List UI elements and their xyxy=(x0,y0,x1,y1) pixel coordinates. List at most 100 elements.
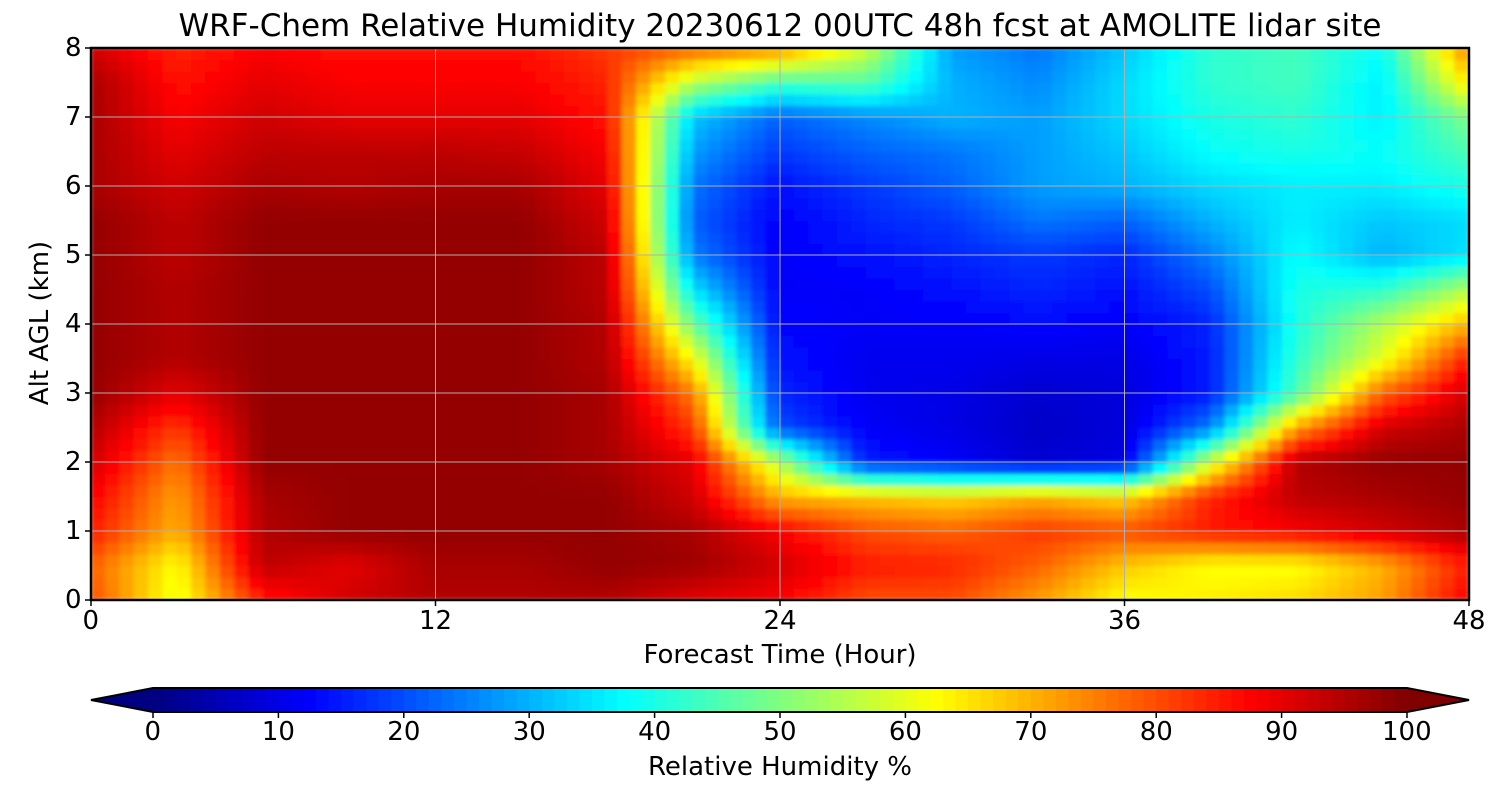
colorbar-swatch xyxy=(955,688,969,712)
colorbar-swatch xyxy=(917,688,932,712)
heatmap-cell xyxy=(951,450,968,463)
heatmap-cell xyxy=(1267,530,1283,543)
heatmap-cell xyxy=(205,438,221,451)
heatmap-cell xyxy=(1324,530,1341,543)
heatmap-cell xyxy=(923,565,939,578)
heatmap-cell xyxy=(190,519,207,532)
heatmap-cell xyxy=(564,542,580,555)
heatmap-cell xyxy=(1066,507,1082,520)
heatmap-cell xyxy=(219,450,236,463)
heatmap-cell xyxy=(1382,438,1398,451)
heatmap-cell xyxy=(894,588,910,600)
heatmap-cell xyxy=(879,565,896,578)
heatmap-cell xyxy=(1396,553,1413,566)
heatmap-cell xyxy=(1310,553,1326,566)
heatmap-cell xyxy=(793,438,810,451)
heatmap-cell xyxy=(1353,553,1370,566)
heatmap-cell xyxy=(635,496,652,509)
heatmap-cell xyxy=(1052,496,1068,509)
heatmap-cell xyxy=(1052,553,1068,566)
heatmap-cell xyxy=(980,565,996,578)
heatmap-cell xyxy=(1095,484,1111,497)
heatmap-cell xyxy=(420,427,436,440)
heatmap-cell xyxy=(836,530,853,543)
heatmap-cell xyxy=(1382,530,1398,543)
heatmap-cell xyxy=(1396,461,1413,474)
heatmap-cell xyxy=(1052,461,1068,474)
heatmap-cell xyxy=(406,576,422,589)
heatmap-cell xyxy=(119,496,135,509)
heatmap-cell xyxy=(147,473,164,486)
heatmap-cell xyxy=(147,588,164,600)
heatmap-cell xyxy=(650,576,666,589)
heatmap-cell xyxy=(1267,553,1283,566)
heatmap-cell xyxy=(908,438,925,451)
heatmap-cell xyxy=(1210,576,1226,589)
heatmap-cell xyxy=(937,588,953,600)
heatmap-cell xyxy=(1454,519,1469,532)
heatmap-cell xyxy=(1037,461,1054,474)
heatmap-cell xyxy=(549,519,566,532)
heatmap-cell xyxy=(435,519,451,532)
heatmap-cell xyxy=(765,484,781,497)
heatmap-cell xyxy=(1009,450,1025,463)
heatmap-cell xyxy=(176,461,192,474)
heatmap-cell xyxy=(1425,461,1441,474)
heatmap-cell xyxy=(219,438,236,451)
heatmap-cell xyxy=(750,519,767,532)
heatmap-cell xyxy=(1238,519,1255,532)
heatmap-cell xyxy=(205,519,221,532)
heatmap-cell xyxy=(621,438,637,451)
heatmap-cell xyxy=(1296,542,1312,555)
heatmap-cell xyxy=(334,576,350,589)
colorbar-swatch xyxy=(504,688,518,712)
heatmap-cell xyxy=(1296,450,1312,463)
heatmap-cell xyxy=(765,496,781,509)
heatmap-cell xyxy=(578,473,594,486)
heatmap-cell xyxy=(1253,588,1269,600)
heatmap-cell xyxy=(937,484,953,497)
heatmap-cell xyxy=(506,565,523,578)
heatmap-cell xyxy=(1267,496,1283,509)
heatmap-cell xyxy=(1167,519,1183,532)
heatmap-cell xyxy=(1195,507,1212,520)
colorbar-swatch xyxy=(178,688,192,712)
heatmap-cell xyxy=(391,450,408,463)
heatmap-cell xyxy=(320,427,336,440)
heatmap-cell xyxy=(822,484,838,497)
heatmap-cell xyxy=(162,427,178,440)
heatmap-cell xyxy=(363,484,379,497)
heatmap-cell xyxy=(406,530,422,543)
heatmap-cell xyxy=(1095,461,1111,474)
heatmap-cell xyxy=(391,484,408,497)
heatmap-cell xyxy=(1152,461,1169,474)
heatmap-cell xyxy=(980,473,996,486)
heatmap-cell xyxy=(966,438,982,451)
heatmap-cell xyxy=(679,530,695,543)
heatmap-cell xyxy=(147,484,164,497)
heatmap-cell xyxy=(248,484,264,497)
heatmap-cell xyxy=(1152,565,1169,578)
colorbar-swatch xyxy=(1168,688,1182,712)
heatmap-cell xyxy=(650,473,666,486)
heatmap-cell xyxy=(1224,461,1240,474)
heatmap-cell xyxy=(162,484,178,497)
heatmap-cell xyxy=(808,473,824,486)
heatmap-cell xyxy=(248,576,264,589)
heatmap-cell xyxy=(1382,461,1398,474)
heatmap-cell xyxy=(420,576,436,589)
heatmap-cell xyxy=(521,576,537,589)
heatmap-cell xyxy=(836,553,853,566)
heatmap-cell xyxy=(363,427,379,440)
colorbar-swatch xyxy=(1319,688,1333,712)
heatmap-cell xyxy=(779,519,795,532)
heatmap-cell xyxy=(564,553,580,566)
heatmap-cell xyxy=(1253,496,1269,509)
y-tick-label: 5 xyxy=(65,240,82,270)
heatmap-cell xyxy=(1281,507,1298,520)
heatmap-cell xyxy=(248,565,264,578)
heatmap-cell xyxy=(1052,473,1068,486)
heatmap-cell xyxy=(449,588,465,600)
heatmap-cell xyxy=(1080,438,1097,451)
heatmap-cell xyxy=(334,565,350,578)
